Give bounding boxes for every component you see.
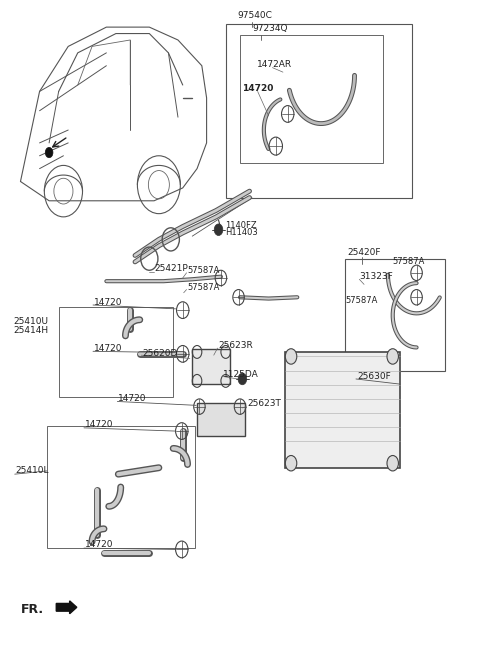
Bar (240, 35, 383, 163)
Text: 14720: 14720 (118, 395, 147, 403)
Text: 25421P: 25421P (154, 264, 188, 273)
Text: 57587A: 57587A (345, 296, 377, 305)
Text: 25410U: 25410U (14, 317, 49, 326)
Text: 1472AR: 1472AR (257, 60, 292, 69)
Bar (345, 258, 445, 371)
Bar (59, 307, 173, 397)
Text: 97234Q: 97234Q (252, 24, 288, 33)
Circle shape (285, 349, 297, 364)
Text: 25420F: 25420F (348, 248, 381, 256)
Text: 97540C: 97540C (238, 11, 273, 20)
Text: 25623R: 25623R (218, 341, 253, 350)
Circle shape (238, 373, 247, 385)
Text: 1140FZ: 1140FZ (225, 221, 256, 230)
Text: 31323F: 31323F (360, 272, 393, 281)
Text: 1125DA: 1125DA (223, 370, 259, 379)
Text: 25620D: 25620D (142, 349, 178, 358)
Bar (192, 349, 230, 384)
Text: 25630F: 25630F (357, 372, 391, 381)
Circle shape (214, 224, 223, 236)
Circle shape (285, 455, 297, 471)
Bar (47, 426, 195, 548)
Circle shape (45, 147, 53, 158)
Circle shape (387, 455, 398, 471)
Bar (226, 24, 412, 198)
Text: 14720: 14720 (95, 298, 123, 307)
Bar (197, 403, 245, 435)
Text: 57587A: 57587A (188, 283, 220, 292)
Text: 25414H: 25414H (14, 326, 49, 335)
Text: 14720: 14720 (85, 541, 113, 549)
Text: FR.: FR. (21, 603, 44, 616)
Bar (285, 352, 400, 468)
Circle shape (387, 349, 398, 364)
Text: 57587A: 57587A (393, 257, 425, 266)
Text: 57587A: 57587A (188, 266, 220, 275)
FancyArrow shape (56, 601, 77, 614)
Text: 14720: 14720 (95, 344, 123, 353)
Text: 14720: 14720 (85, 420, 113, 429)
Text: H11403: H11403 (225, 229, 257, 238)
Text: 14720: 14720 (242, 84, 274, 93)
Text: 25623T: 25623T (247, 399, 281, 408)
Text: 25410L: 25410L (16, 466, 49, 475)
